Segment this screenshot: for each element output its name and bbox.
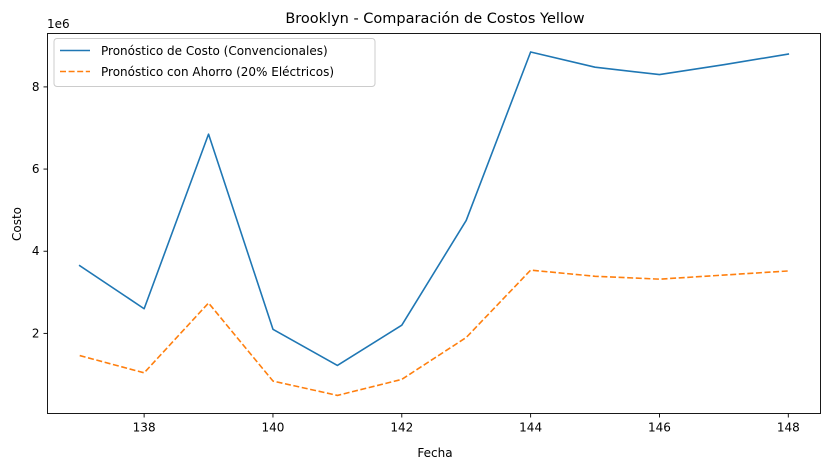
- y-tick-label-4: 4: [32, 244, 40, 258]
- y-tick-label-8: 8: [32, 80, 40, 94]
- legend-label-pronostico-de-costo-convencionales: Pronóstico de Costo (Convencionales): [101, 44, 328, 58]
- y-offset-text: 1e6: [47, 17, 70, 31]
- plot-frame: [47, 33, 821, 414]
- y-tick-label-2: 2: [32, 326, 40, 340]
- x-tick-label-146: 146: [648, 421, 671, 435]
- y-tick-label-6: 6: [32, 162, 40, 176]
- x-tick-label-142: 142: [390, 421, 413, 435]
- x-tick-label-140: 140: [262, 421, 285, 435]
- series-layer: [78, 51, 790, 397]
- series-line-pronostico-de-costo-convencionales: [78, 51, 790, 367]
- x-tick-label-148: 148: [777, 421, 800, 435]
- legend: Pronóstico de Costo (Convencionales) Pron…: [53, 38, 376, 87]
- x-tick-label-144: 144: [519, 421, 542, 435]
- x-tick-label-138: 138: [133, 421, 156, 435]
- chart-title: Brooklyn - Comparación de Costos Yellow: [285, 11, 584, 27]
- series-line-pronostico-con-ahorro-20-electricos: [79, 269, 789, 397]
- x-axis: 138 140 142 144 146 148: [133, 413, 800, 435]
- legend-box: [53, 38, 376, 87]
- y-axis: 2 4 6 8: [32, 80, 48, 340]
- x-axis-label: Fecha: [417, 446, 452, 460]
- y-axis-label: Costo: [10, 207, 24, 241]
- legend-label-pronostico-con-ahorro-20-electricos: Pronóstico con Ahorro (20% Eléctricos): [101, 65, 334, 79]
